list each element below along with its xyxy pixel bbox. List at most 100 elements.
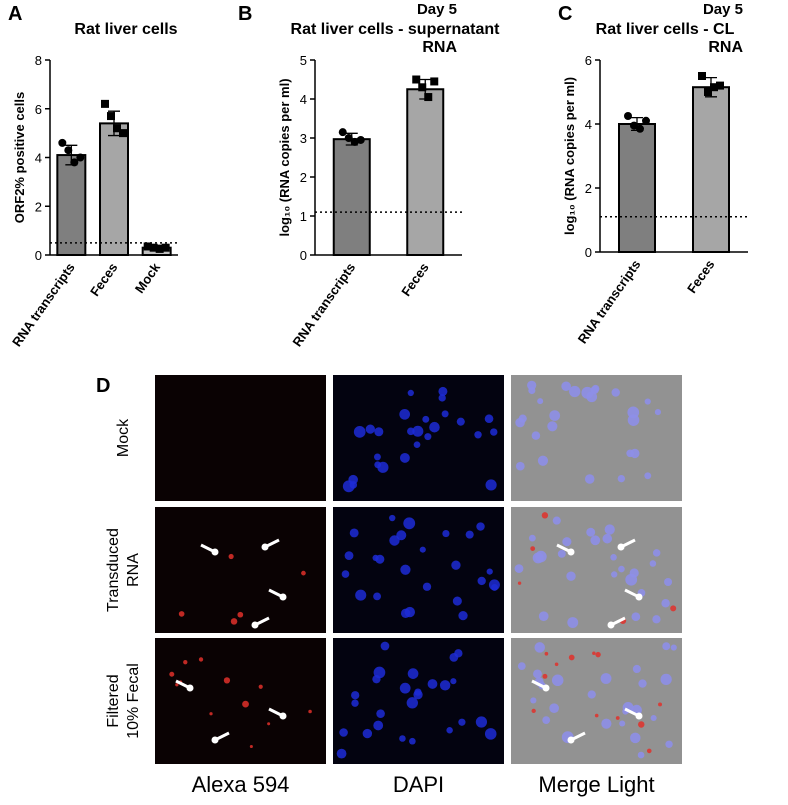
red-signal: [301, 570, 306, 576]
arrow-head: [617, 543, 625, 551]
column-label: DAPI: [393, 772, 444, 797]
nucleus: [547, 421, 558, 432]
nucleus: [406, 697, 418, 709]
chart-title: RNA: [422, 39, 457, 56]
arrow-head: [567, 736, 575, 744]
nucleus: [458, 610, 468, 621]
nucleus: [409, 737, 416, 745]
column-label: Merge Light: [538, 772, 654, 797]
nucleus: [351, 691, 360, 700]
nucleus: [344, 551, 354, 560]
arrow-head: [607, 621, 615, 629]
nucleus: [604, 524, 615, 535]
nucleus: [618, 565, 625, 573]
nucleus: [644, 472, 652, 480]
data-point: [101, 99, 109, 108]
red-signal: [638, 721, 645, 728]
nucleus: [527, 380, 537, 390]
micrograph: [333, 638, 504, 764]
nucleus: [562, 537, 572, 547]
nucleus: [399, 735, 406, 742]
bar: [99, 122, 129, 256]
y-tick-label: 4: [585, 117, 592, 132]
nucleus: [538, 611, 549, 622]
red-signal: [258, 684, 263, 689]
nucleus: [637, 751, 645, 759]
red-signal: [646, 748, 652, 754]
nucleus: [373, 720, 384, 731]
nucleus: [484, 728, 497, 740]
nucleus: [590, 535, 601, 546]
nucleus: [515, 417, 525, 428]
x-tick-label: Feces: [398, 260, 431, 299]
nucleus: [438, 386, 448, 396]
y-tick-label: 5: [300, 53, 307, 68]
nucleus: [587, 690, 596, 699]
arrow-head: [261, 543, 269, 551]
nucleus: [650, 714, 657, 722]
data-point: [64, 146, 73, 155]
nucleus: [664, 578, 673, 587]
red-signal: [230, 618, 238, 625]
data-point: [338, 128, 347, 137]
nucleus: [602, 533, 613, 544]
data-point: [149, 243, 158, 252]
data-point: [698, 72, 706, 80]
chart-title: RNA: [708, 39, 743, 56]
x-tick-label: RNA transcripts: [9, 260, 78, 349]
nucleus: [611, 571, 618, 578]
nucleus: [638, 679, 647, 688]
x-tick-label: Feces: [87, 260, 120, 299]
nucleus: [422, 415, 430, 423]
arrow-head: [635, 593, 643, 601]
nucleus: [652, 549, 661, 557]
nucleus: [533, 669, 542, 679]
nucleus: [446, 726, 453, 734]
arrow-head: [211, 548, 219, 556]
red-signal: [531, 708, 536, 714]
y-tick-label: 0: [300, 248, 307, 263]
nucleus: [626, 449, 634, 458]
row-label: 10% Fecal: [125, 663, 142, 739]
data-point: [155, 244, 164, 253]
nucleus: [661, 599, 670, 608]
nucleus: [528, 534, 536, 542]
nucleus: [644, 398, 651, 405]
nucleus: [484, 414, 494, 424]
nucleus: [515, 461, 525, 471]
nucleus: [475, 716, 488, 728]
nucleus: [665, 740, 673, 748]
nucleus: [627, 414, 640, 426]
nucleus: [567, 617, 579, 628]
nucleus: [339, 728, 348, 737]
nucleus: [652, 615, 661, 624]
micrograph: [511, 507, 682, 633]
nucleus: [649, 560, 657, 567]
nucleus: [549, 410, 561, 421]
nucleus: [491, 584, 498, 591]
nucleus: [456, 417, 465, 426]
y-tick-label: 4: [35, 151, 42, 166]
nucleus: [355, 589, 367, 601]
chart-title: Rat liver cells - CL: [596, 21, 735, 38]
nucleus: [619, 720, 626, 727]
nucleus: [660, 673, 672, 686]
red-signal: [554, 662, 559, 667]
nucleus: [590, 385, 599, 395]
data-point: [624, 112, 632, 120]
nucleus: [476, 522, 485, 531]
data-point: [716, 81, 724, 90]
nucleus: [477, 576, 486, 586]
nucleus: [552, 516, 561, 525]
nucleus: [407, 668, 419, 679]
red-signal: [175, 683, 179, 687]
data-point: [430, 77, 439, 86]
red-signal: [209, 712, 213, 716]
bar: [692, 86, 730, 253]
arrow-head: [279, 593, 287, 601]
subtitle: Day 5: [703, 1, 743, 18]
data-point: [418, 83, 427, 92]
nucleus: [632, 664, 641, 674]
y-tick-label: 0: [585, 245, 592, 260]
nucleus: [351, 699, 359, 707]
